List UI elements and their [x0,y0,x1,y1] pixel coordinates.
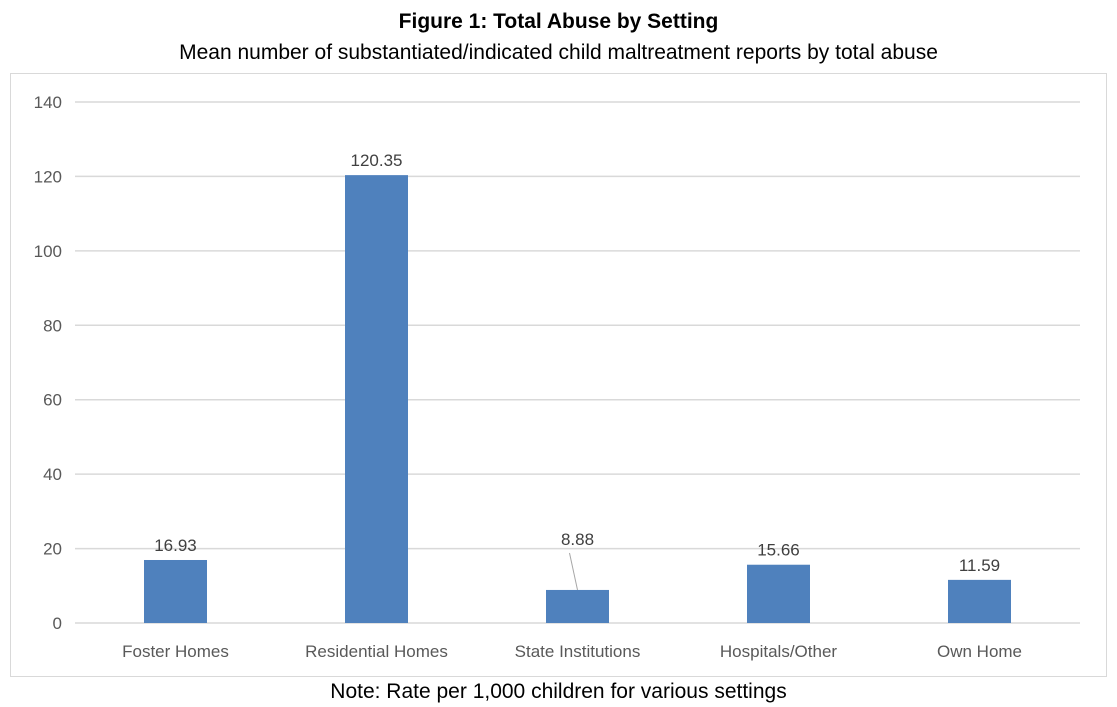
bar [345,175,408,623]
y-tick-label: 60 [43,391,62,410]
y-axis-ticks: 0 20 40 60 80 100 120 140 [34,93,62,633]
chart-note: Note: Rate per 1,000 children for variou… [330,680,787,703]
data-labels: 16.93 120.35 8.88 15.66 11.59 [154,151,1000,591]
plot-frame [10,73,1107,677]
y-tick-label: 140 [34,93,62,112]
chart-title: Figure 1: Total Abuse by Setting [398,10,719,33]
bar [747,564,810,623]
x-category-label: Residential Homes [305,642,448,661]
bar [144,559,207,623]
y-tick-label: 120 [34,167,62,186]
y-tick-label: 100 [34,242,62,261]
bar [948,579,1011,623]
y-tick-label: 80 [43,316,62,335]
x-category-label: Foster Homes [122,642,229,661]
bars [144,175,1011,623]
chart-subtitle: Mean number of substantiated/indicated c… [179,41,938,64]
y-tick-label: 0 [53,614,62,633]
x-category-label: Own Home [937,642,1022,661]
data-label: 120.35 [351,151,403,170]
data-label: 15.66 [757,541,800,560]
category-labels: Foster Homes Residential Homes State Insti… [122,642,1022,661]
leader-line [569,552,578,591]
data-label: 11.59 [959,556,1000,575]
y-tick-label: 40 [43,465,62,484]
y-tick-label: 20 [43,540,62,559]
data-label: 16.93 [154,536,197,555]
x-category-label: Hospitals/Other [720,642,837,661]
bar [546,589,609,623]
x-category-label: State Institutions [515,642,641,661]
data-label: 8.88 [561,530,594,549]
